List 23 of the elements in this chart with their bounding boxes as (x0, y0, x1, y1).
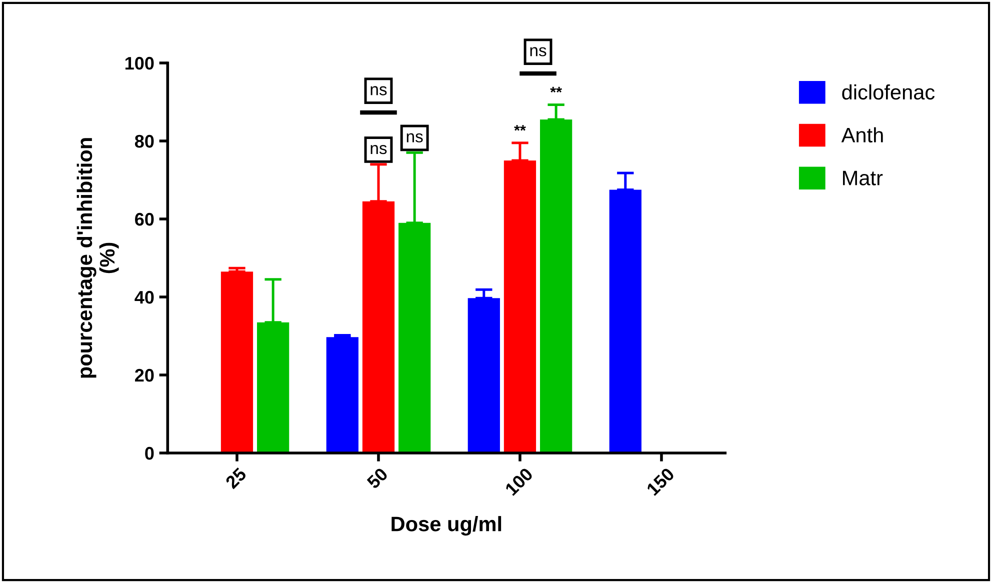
y-axis-title: pourcentage d'inhibition (%) (76, 138, 119, 378)
bar (220, 272, 254, 453)
legend-label: Matr (843, 170, 883, 186)
y-tick-label: 100 (125, 56, 154, 70)
annotation: ns (370, 145, 387, 154)
x-tick-label: 50 (366, 467, 388, 490)
y-tick-label: 40 (134, 290, 154, 304)
legend-label: diclofenac (842, 84, 935, 100)
annotation: ns (406, 133, 423, 142)
y-tick-label: 0 (145, 446, 154, 460)
annotation: ** (550, 86, 562, 93)
y-tick-label: 60 (135, 212, 154, 226)
y-tick-label: 80 (134, 134, 154, 148)
x-tick-label: 100 (504, 467, 534, 496)
annotation: ns (370, 86, 387, 96)
annotation: ** (514, 125, 526, 131)
x-tick-label: 150 (646, 467, 676, 496)
x-tick-label: 25 (224, 466, 248, 490)
legend-label: Anth (841, 127, 883, 142)
y-tick-label: 20 (135, 368, 154, 382)
text: ns (530, 47, 546, 56)
x-axis-title: Dose ug/ml (392, 516, 502, 536)
bar (326, 337, 358, 453)
